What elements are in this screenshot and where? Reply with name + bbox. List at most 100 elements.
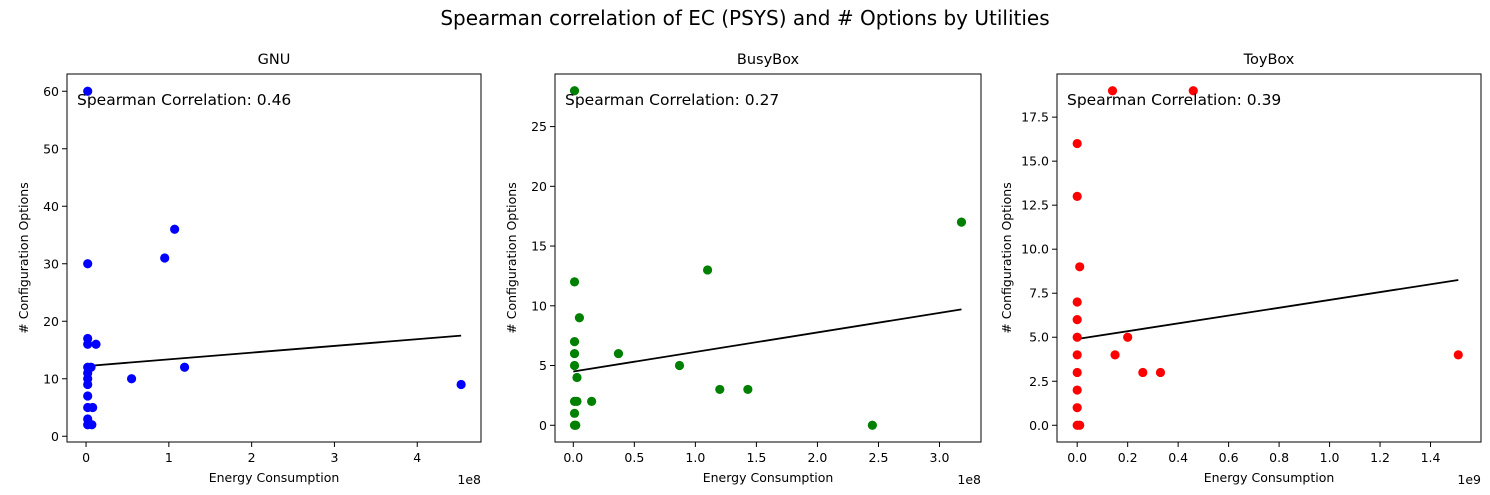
x-axis-label: Energy Consumption (703, 470, 834, 485)
data-point (574, 313, 585, 323)
data-point (83, 259, 93, 269)
y-tick-label: 15.0 (1021, 154, 1049, 169)
data-point (83, 379, 93, 390)
data-point (569, 337, 580, 347)
y-tick-label: 25 (531, 119, 547, 134)
data-point (572, 372, 582, 383)
x-tick-label: 1.0 (685, 450, 705, 465)
data-point (456, 379, 466, 390)
data-point (702, 265, 713, 275)
data-point (1138, 367, 1148, 378)
y-tick-label: 10 (531, 298, 547, 313)
data-point (126, 374, 137, 384)
data-point (1123, 332, 1133, 342)
y-axis-label: # Configuration Options (999, 182, 1014, 333)
x-tick-label: 2 (248, 450, 256, 465)
data-point (1072, 191, 1082, 201)
data-point (1107, 86, 1118, 96)
y-tick-label: 17.5 (1021, 110, 1049, 125)
data-point (91, 339, 101, 349)
x-tick-label: 0 (82, 450, 90, 465)
data-point (956, 217, 967, 227)
x-tick-label: 3 (330, 450, 338, 465)
data-point (160, 253, 170, 263)
y-tick-label: 0 (51, 429, 59, 444)
correlation-annotation: Spearman Correlation: 0.39 (1067, 91, 1281, 109)
x-axis-label: Energy Consumption (1204, 470, 1335, 485)
trendline (1077, 279, 1459, 340)
trendline (573, 308, 962, 373)
y-tick-label: 5 (539, 358, 547, 373)
x-tick-label: 1.0 (1320, 450, 1340, 465)
data-point (743, 384, 753, 395)
data-point (569, 408, 580, 418)
subplot-2: 0.0 0.2 0.4 0.6 0.8 1.0 1.2 1.4 0.0 2.5 5.0 7.5 10.0… (999, 52, 1482, 487)
data-point (1453, 350, 1463, 360)
figure-title: Spearman correlation of EC (PSYS) and # … (440, 6, 1050, 30)
data-point (587, 396, 597, 406)
data-point (569, 86, 580, 96)
y-tick-label: 0.0 (1029, 418, 1049, 433)
data-point (613, 348, 624, 359)
y-tick-label: 20 (43, 314, 59, 329)
y-tick-label: 30 (43, 256, 59, 271)
x-offset-label: 1e9 (1457, 472, 1481, 487)
x-tick-label: 1.2 (1370, 450, 1390, 465)
x-offset-label: 1e8 (957, 472, 981, 487)
data-point (83, 339, 93, 349)
x-axis-label: Energy Consumption (209, 470, 340, 485)
data-point (715, 384, 725, 395)
data-point (1072, 315, 1082, 325)
y-axis-label: # Configuration Options (16, 182, 31, 333)
data-point (867, 420, 877, 430)
data-point (1188, 86, 1198, 96)
trendline (85, 334, 462, 367)
x-tick-label: 0.2 (1118, 450, 1138, 465)
data-point (569, 360, 580, 371)
x-tick-label: 0.4 (1168, 450, 1188, 465)
data-point (1072, 297, 1082, 307)
x-tick-label: 1.5 (746, 450, 766, 465)
subplot-1: 0.0 0.5 1.0 1.5 2.0 2.5 3.0 0 5 10 15 20 25 BusyBox En… (504, 52, 982, 487)
data-point (569, 348, 580, 359)
y-tick-label: 12.5 (1021, 198, 1049, 213)
y-tick-label: 60 (43, 84, 59, 99)
data-point (1072, 138, 1082, 149)
subplot-title: BusyBox (737, 52, 800, 68)
data-point (1072, 367, 1082, 378)
data-point (86, 362, 96, 372)
correlation-annotation: Spearman Correlation: 0.27 (565, 91, 779, 109)
y-tick-label: 2.5 (1029, 374, 1049, 389)
x-tick-label: 2.0 (807, 450, 827, 465)
axes-frame (66, 73, 482, 443)
data-point (1072, 385, 1082, 395)
x-tick-label: 3.0 (930, 450, 950, 465)
data-point (1072, 332, 1082, 342)
x-tick-label: 0.0 (1067, 450, 1087, 465)
data-point (674, 360, 685, 371)
x-offset-label: 1e8 (457, 472, 481, 487)
data-point (572, 396, 582, 406)
x-tick-label: 0.5 (624, 450, 644, 465)
data-point (1072, 403, 1082, 413)
data-point (1075, 262, 1085, 272)
data-point (87, 420, 97, 430)
data-point (88, 402, 98, 413)
axes-frame (1056, 73, 1482, 443)
y-tick-label: 5.0 (1029, 330, 1049, 345)
y-tick-label: 10 (43, 371, 59, 386)
y-tick-label: 40 (43, 199, 59, 214)
x-tick-label: 4 (413, 450, 421, 465)
y-tick-label: 15 (531, 239, 547, 254)
y-tick-label: 20 (531, 179, 547, 194)
x-tick-label: 1.4 (1421, 450, 1441, 465)
y-tick-label: 50 (43, 141, 59, 156)
x-tick-label: 0.0 (563, 450, 583, 465)
y-tick-label: 7.5 (1029, 286, 1049, 301)
data-point (1072, 350, 1082, 360)
x-tick-label: 1 (165, 450, 173, 465)
y-axis-label: # Configuration Options (504, 182, 519, 333)
data-point (1110, 350, 1120, 360)
